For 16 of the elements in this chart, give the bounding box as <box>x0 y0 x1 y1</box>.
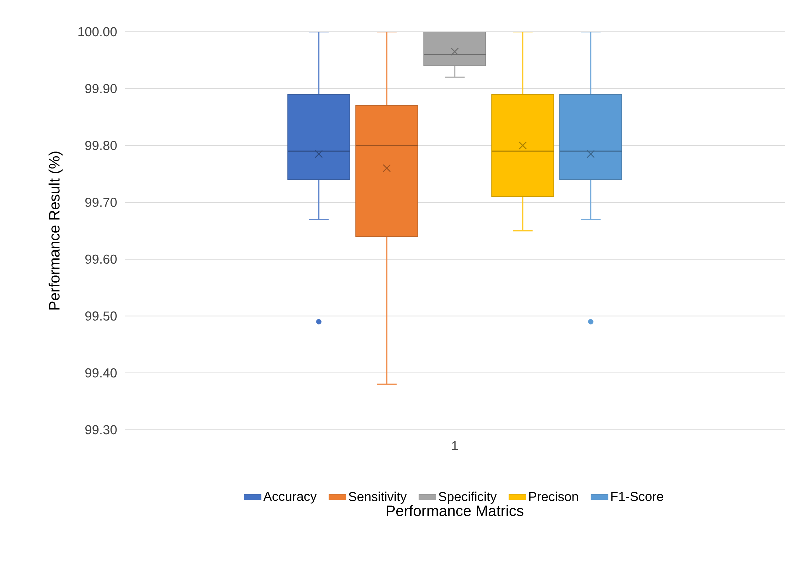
y-tick-label: 99.90 <box>86 84 117 94</box>
x-tick-label: 1 <box>452 442 458 450</box>
legend-label: Accuracy <box>264 492 317 504</box>
legend-label: Specificity <box>439 492 497 504</box>
y-tick-label: 99.40 <box>86 368 117 378</box>
y-tick-label: 99.80 <box>86 141 117 150</box>
legend-label: Sensitivity <box>349 492 407 504</box>
y-tick-label: 99.70 <box>86 198 117 208</box>
y-tick-label: 99.50 <box>86 312 117 321</box>
y-axis-title: Performance Result (%) <box>48 152 63 310</box>
y-tick-label: 100.00 <box>78 27 117 37</box>
legend-label: Precison <box>530 492 578 502</box>
y-tick-label: 99.60 <box>86 254 117 264</box>
legend-label: F1-Score <box>612 492 664 502</box>
x-axis-title: Performance Matrics <box>387 505 524 516</box>
y-tick-label: 99.30 <box>86 425 117 435</box>
